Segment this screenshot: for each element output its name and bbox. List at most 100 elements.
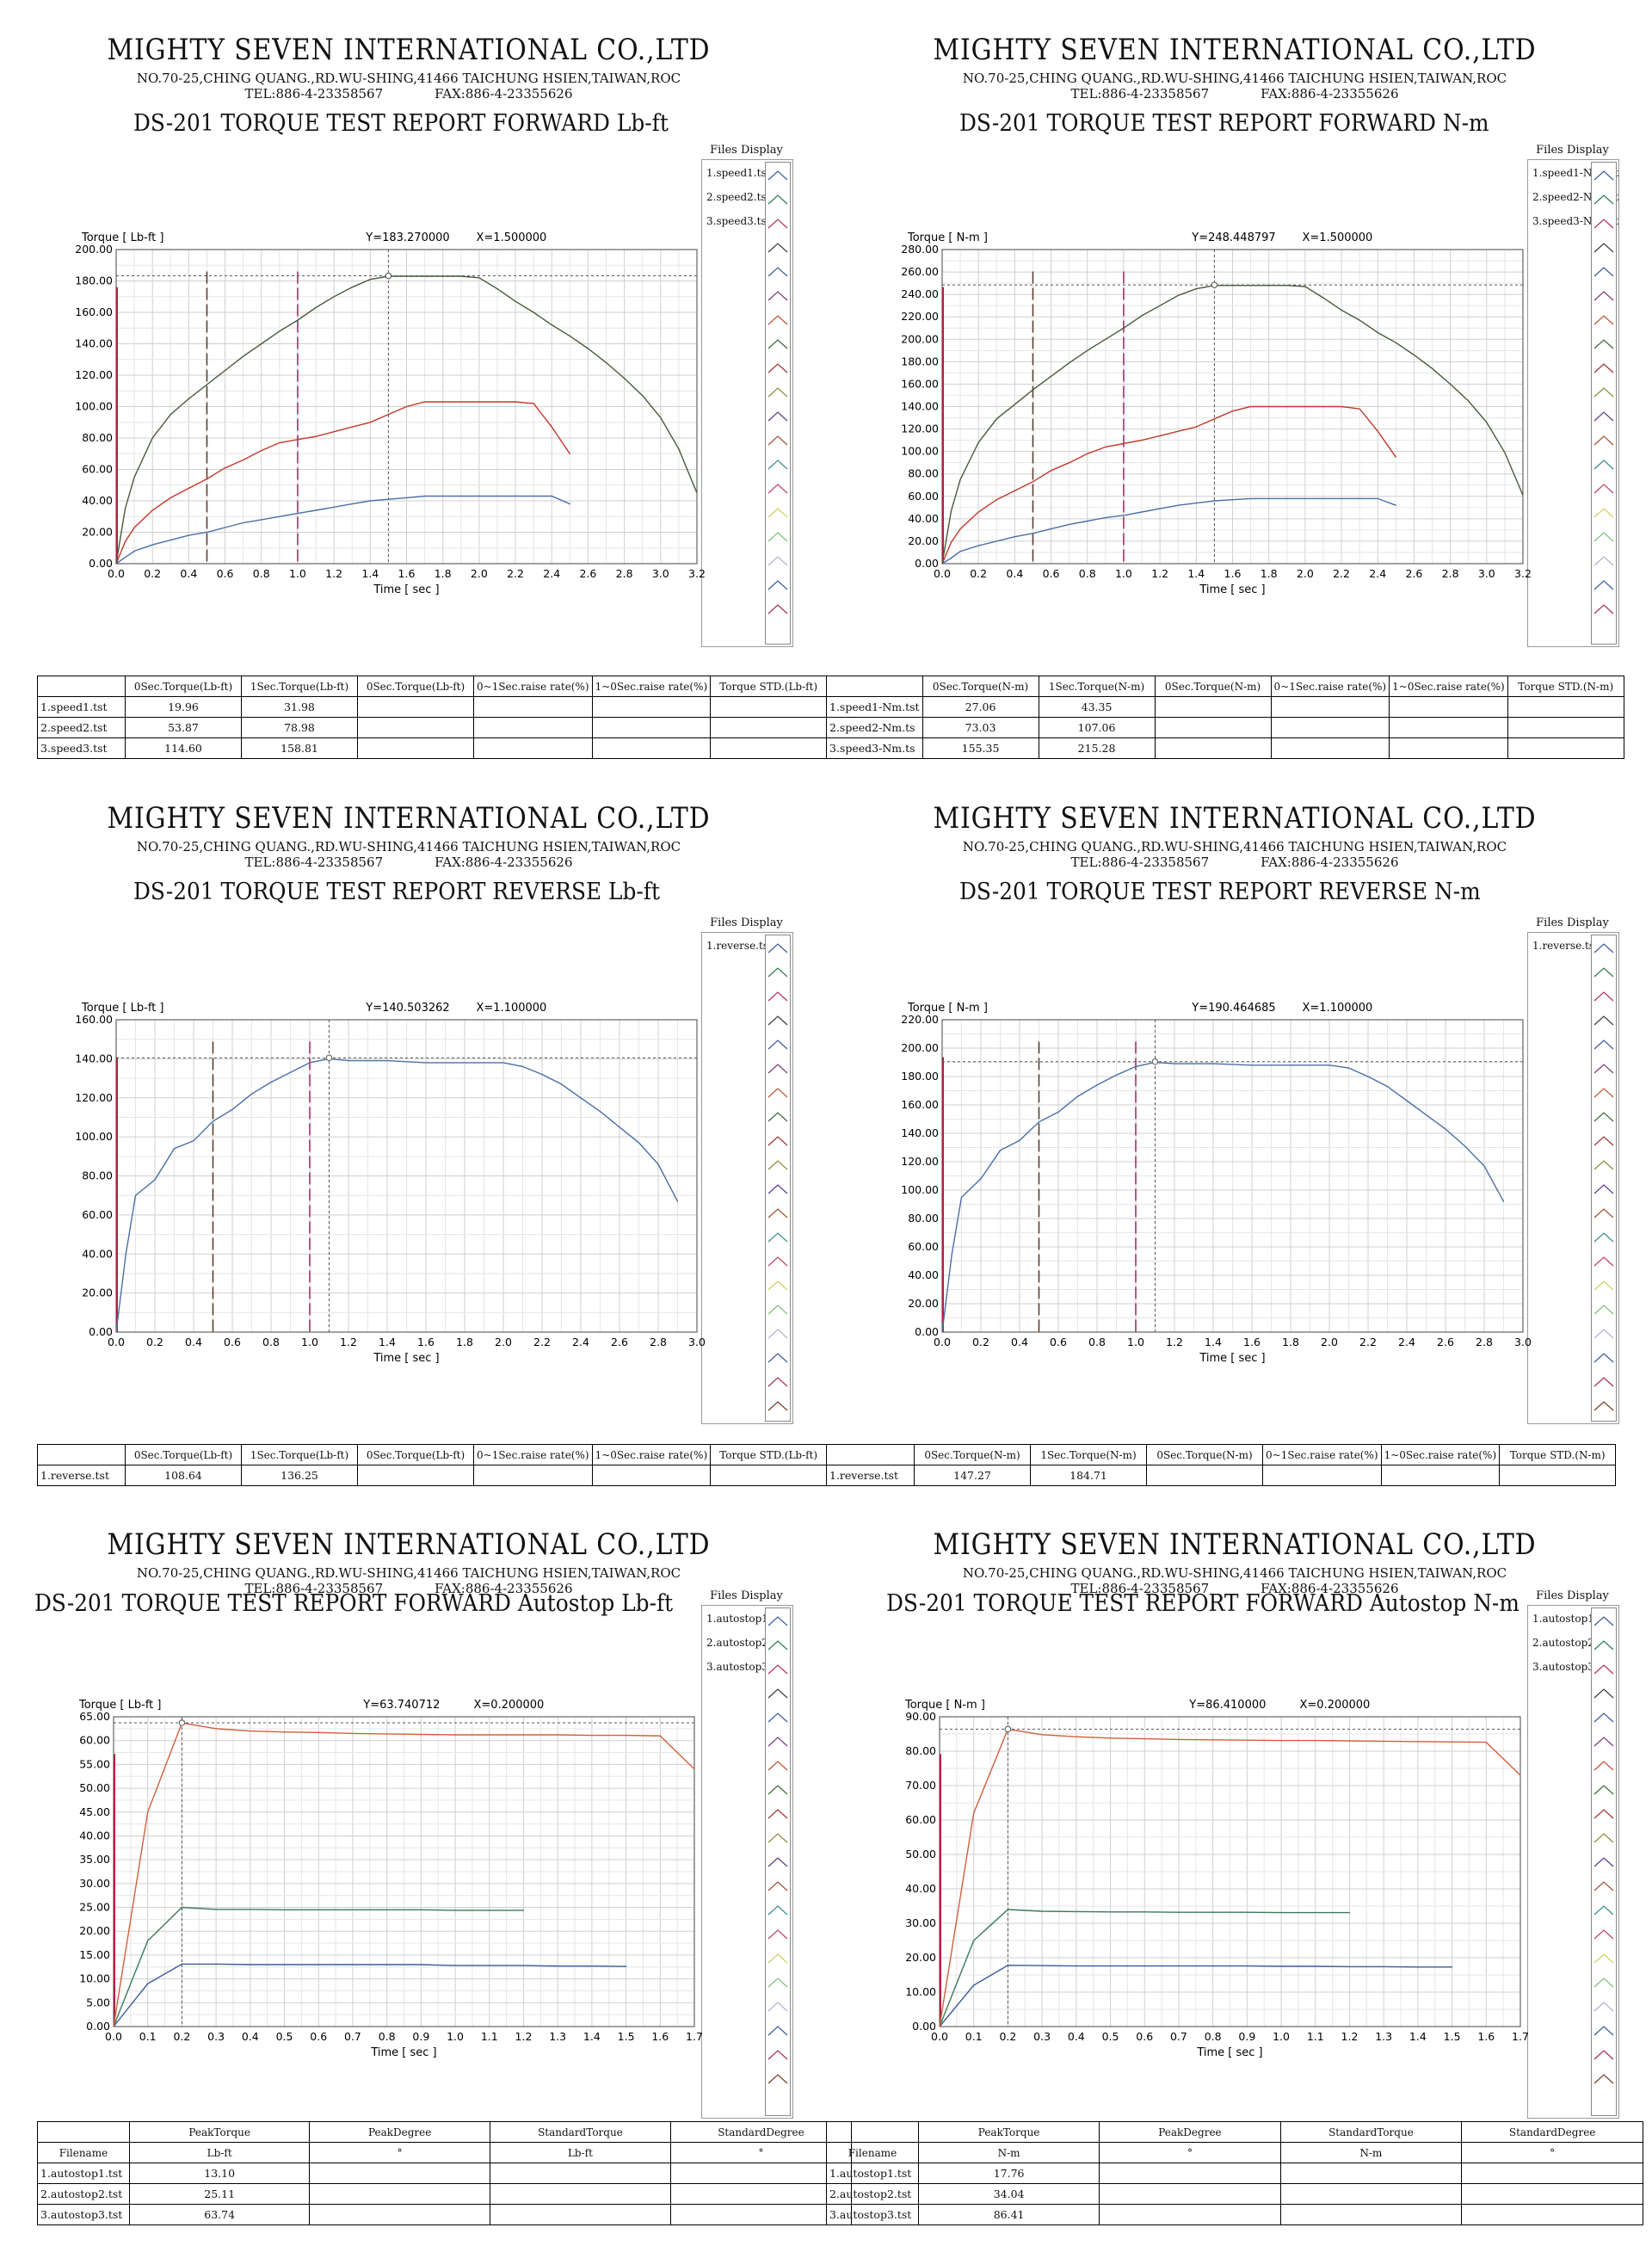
x-tick-label: 0.2	[144, 567, 161, 580]
files-display-panel[interactable]: 1.autostop1.tst 2.autostop2.tst 3.autostop…	[701, 1605, 793, 2119]
x-tick-label: 1.0	[1273, 2030, 1290, 2043]
value-cell: 43.35	[1038, 696, 1156, 718]
series-point	[1141, 440, 1143, 441]
y-tick-label: 180.00	[901, 355, 939, 367]
series-point	[279, 515, 280, 517]
series-point	[941, 1331, 943, 1333]
x-tick-label: 0.7	[344, 2030, 361, 2043]
series-point	[1322, 405, 1324, 408]
x-tick-label: 2.2	[1359, 1336, 1377, 1348]
cursor-point[interactable]	[325, 1054, 333, 1062]
cursor-point[interactable]	[1211, 281, 1218, 288]
series-color-strip[interactable]	[1591, 162, 1617, 645]
y-tick-label: 90.00	[905, 1710, 936, 1723]
table-header-cell: 1Sec.Torque(Lb-ft)	[241, 676, 358, 697]
value-cell: 19.96	[125, 696, 242, 718]
series-point	[1057, 1111, 1059, 1113]
cursor-point[interactable]	[1004, 1725, 1012, 1733]
company-contact: TEL:886-4-23358567 FAX:886-4-23355626	[860, 855, 1609, 870]
table-header-cell: Torque STD.(N-m)	[1499, 1444, 1617, 1465]
series-color-strip[interactable]	[765, 162, 791, 645]
table-header-cell: 0~1Sec.raise rate(%)	[473, 676, 593, 697]
series-point	[1450, 383, 1452, 386]
x-tick-label: 1.4	[583, 2030, 601, 2043]
report-panel-2: MIGHTY SEVEN INTERNATIONAL CO.,LTD NO.70-…	[826, 0, 1652, 759]
table-header-row: 0Sec.Torque(N-m) 1Sec.Torque(N-m) 0Sec.Tor…	[826, 676, 1624, 697]
x-tick-label: 1.0	[447, 2030, 464, 2043]
series-point	[151, 544, 153, 546]
series-color-strip[interactable]	[765, 1607, 791, 2116]
value-cell	[1507, 717, 1624, 738]
series-point	[297, 513, 299, 515]
x-tick-label: 2.2	[533, 1336, 551, 1348]
value-cell	[1262, 1465, 1382, 1486]
table-header-cell: PeakDegree	[309, 2121, 490, 2143]
filename-cell: 3.autostop3.tst	[826, 2204, 919, 2225]
chevron-up-icon	[767, 1256, 788, 1267]
file-list-item[interactable]: 1.speed1.tst	[706, 167, 771, 179]
files-display-panel[interactable]: 1.speed1.tst 2.speed2.tst 3.speed3.tst	[701, 159, 793, 647]
x-tick-label: 0.8	[1079, 567, 1096, 580]
series-color-strip[interactable]	[1591, 935, 1617, 1422]
filename-cell: 1.reverse.tst	[37, 1465, 126, 1486]
series-point	[1304, 405, 1306, 408]
chevron-up-icon	[767, 1184, 788, 1194]
x-tick-label: 0.0	[105, 2030, 122, 2043]
x-tick-label: 3.0	[1478, 567, 1495, 580]
series-point	[1348, 1740, 1351, 1742]
table-subheader-cell: °	[1099, 2142, 1281, 2163]
x-tick-label: 1.4	[1409, 2030, 1427, 2043]
series-point	[115, 563, 117, 565]
y-tick-label: 20.00	[908, 534, 939, 547]
series-point	[215, 1728, 217, 1730]
chevron-up-icon	[1593, 943, 1614, 953]
company-contact: TEL:886-4-23358567 FAX:886-4-23355626	[34, 855, 783, 870]
x-tick-label: 1.6	[1477, 2030, 1495, 2043]
series-point	[533, 495, 534, 497]
series-color-strip[interactable]	[765, 935, 791, 1422]
file-list-item[interactable]: 3.speed3.tst	[706, 215, 771, 227]
series-point	[283, 1731, 286, 1733]
file-list-item[interactable]: 1.reverse.tst	[1532, 940, 1599, 952]
files-display-panel[interactable]: 1.reverse.tst	[701, 932, 793, 1424]
series-point	[973, 1940, 975, 1941]
x-tick-label: 3.2	[688, 567, 706, 580]
x-tick-label: 1.2	[1341, 2030, 1359, 2043]
company-fax: FAX:886-4-23355626	[1261, 1581, 1399, 1596]
series-point	[478, 401, 480, 403]
y-tick-label: 180.00	[901, 1070, 939, 1083]
chevron-up-icon	[767, 1208, 788, 1219]
file-list-item[interactable]: 1.reverse.tst	[706, 940, 773, 952]
value-cell: 155.35	[922, 737, 1039, 759]
company-address: NO.70-25,CHING QUANG.,RD.WU-SHING,41466 …	[136, 71, 681, 86]
file-list-item[interactable]: 2.speed2.tst	[706, 191, 771, 203]
files-display-panel[interactable]: 1.autostop1.tst 2.autostop2.tst 3.autostop…	[1527, 1605, 1619, 2119]
chevron-up-icon	[767, 1232, 788, 1243]
chevron-up-icon	[1593, 604, 1614, 614]
y-tick-label: 140.00	[75, 337, 113, 350]
x-tick-label: 1.8	[1282, 1336, 1299, 1348]
chevron-up-icon	[767, 1688, 788, 1699]
table-header-cell: 1Sec.Torque(N-m)	[1030, 1444, 1147, 1465]
files-display-panel[interactable]: 1.speed1-Nm.tst 2.speed2-Nm.tst 3.speed3-N…	[1527, 159, 1619, 647]
series-point	[279, 330, 280, 332]
series-point	[1519, 1774, 1521, 1776]
chevron-up-icon	[767, 411, 788, 422]
cursor-point[interactable]	[178, 1719, 186, 1726]
chevron-up-icon	[767, 1881, 788, 1891]
cursor-point[interactable]	[1151, 1058, 1159, 1065]
chevron-up-icon	[767, 460, 788, 470]
company-fax: FAX:886-4-23355626	[435, 855, 573, 870]
chevron-up-icon	[767, 1040, 788, 1050]
y-tick-label: 80.00	[908, 467, 939, 480]
cursor-x-readout: X=1.500000	[1303, 231, 1373, 244]
table-header-cell: 0Sec.Torque(Lb-ft)	[125, 676, 242, 697]
y-tick-label: 0.00	[915, 1325, 939, 1338]
cursor-point[interactable]	[385, 272, 392, 280]
chevron-up-icon	[767, 1978, 788, 1988]
files-display-panel[interactable]: 1.reverse.tst	[1527, 932, 1619, 1424]
series-color-strip[interactable]	[1591, 1607, 1617, 2116]
series-point	[333, 506, 335, 508]
value-cell	[669, 2163, 853, 2184]
series-point	[1304, 286, 1306, 287]
